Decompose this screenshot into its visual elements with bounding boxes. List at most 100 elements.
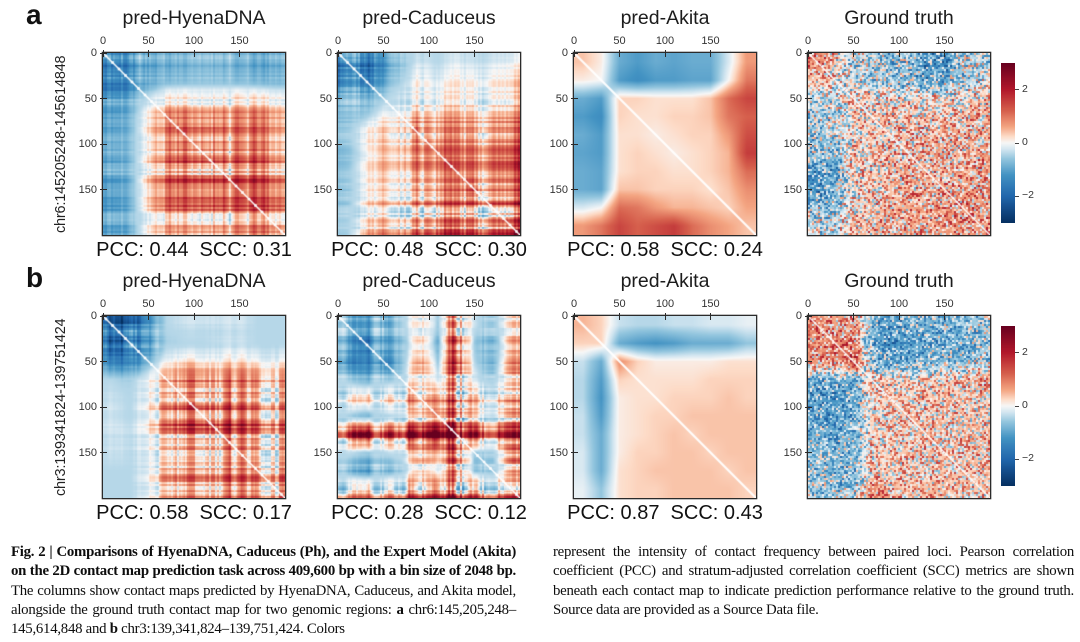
x-tick-label: 150 (935, 35, 954, 47)
heatmap-canvas-a-ground-truth (808, 53, 990, 235)
y-tick-mark (805, 52, 812, 54)
y-tick-label: 0 (561, 47, 568, 59)
colorbar-gradient (1001, 63, 1015, 223)
y-tick-mark (100, 315, 107, 317)
x-tick-label: 0 (334, 35, 342, 47)
y-tick-label: 100 (78, 401, 97, 413)
y-tick-label: 150 (78, 183, 97, 196)
caption-text: chr6:145,205,248–145,614,848 and (11, 601, 516, 638)
x-tick-mark (853, 50, 855, 57)
x-tick-mark (239, 313, 241, 320)
y-tick-label: 50 (319, 92, 332, 105)
colorbar-tick-mark (1015, 142, 1019, 144)
x-tick-mark (428, 50, 430, 57)
panel-a-pred-akita: pred-Akita PCC: 0.58 SCC: 0.24 0 0 50 50 100… (550, 7, 763, 261)
y-tick-label: 150 (783, 446, 802, 459)
panel-metrics: PCC: 0.44 SCC: 0.31 (96, 239, 292, 261)
x-tick-mark (710, 50, 712, 57)
colorbar-tick-label: 2 (1022, 82, 1028, 95)
y-tick-mark (571, 189, 578, 191)
panel-title: Ground truth (844, 7, 954, 29)
panel-title: pred-HyenaDNA (122, 270, 266, 292)
colorbar-tick-mark (1015, 195, 1019, 198)
x-tick-label: 50 (377, 298, 390, 310)
panel-b-ground-truth: Ground truth 0 0 50 50 100 100 150 150 (784, 270, 990, 498)
y-tick-mark (335, 52, 342, 54)
panel-letter-b: b (26, 262, 44, 293)
colorbar-a: 2 0 −2 (1001, 63, 1034, 223)
x-tick-mark (428, 313, 430, 320)
caption-text: chr3:139,341,824–139,751,424. Colors (117, 621, 345, 638)
x-tick-mark (239, 50, 241, 57)
panel-b-pred-akita: pred-Akita PCC: 0.87 SCC: 0.43 0 0 50 50 100… (550, 270, 763, 524)
y-tick-label: 100 (549, 138, 568, 150)
heatmap-canvas-b-ground-truth (808, 316, 990, 498)
colorbar-tick-mark (1015, 352, 1019, 354)
panel-metrics: PCC: 0.58 SCC: 0.17 (96, 502, 292, 524)
x-tick-label: 100 (419, 35, 439, 47)
caption-bold-lead: Fig. 2 | Comparisons of HyenaDNA, Caduce… (11, 544, 516, 580)
colorbar-b: 2 0 −2 (1001, 326, 1034, 486)
y-tick-mark (335, 189, 342, 191)
x-tick-label: 0 (570, 35, 578, 47)
caption-a-bold: a (396, 601, 404, 618)
heatmap-canvas-a-akita (574, 53, 756, 235)
y-tick-mark (100, 98, 107, 100)
colorbar-tick-mark (1015, 89, 1019, 91)
x-tick-label: 0 (570, 298, 578, 310)
y-tick-label: 150 (313, 446, 332, 459)
y-tick-label: 100 (783, 138, 802, 150)
x-tick-label: 100 (655, 298, 675, 310)
x-tick-label: 0 (99, 35, 107, 47)
y-tick-label: 0 (325, 47, 332, 59)
x-tick-label: 0 (804, 35, 812, 47)
x-tick-mark (148, 50, 150, 57)
x-tick-mark (148, 313, 150, 320)
x-tick-label: 150 (230, 35, 249, 47)
region-label-b: chr3:139341824-139751424 (53, 318, 69, 496)
x-tick-label: 50 (847, 298, 860, 310)
x-tick-label: 50 (613, 35, 626, 47)
y-tick-mark (335, 98, 342, 100)
heatmap-canvas-a-hyenadna (103, 53, 285, 235)
y-tick-mark (335, 361, 342, 363)
x-tick-mark (474, 50, 476, 57)
panel-metrics: PCC: 0.48 SCC: 0.30 (331, 239, 527, 261)
x-tick-label: 100 (184, 35, 204, 47)
caption-left-column: Fig. 2 | Comparisons of HyenaDNA, Caduce… (11, 543, 516, 639)
y-tick-mark (100, 452, 107, 454)
x-tick-mark (710, 313, 712, 320)
caption-b-bold: b (109, 621, 118, 638)
y-tick-label: 50 (84, 92, 97, 105)
colorbar-tick-label: 0 (1022, 399, 1028, 411)
x-tick-label: 50 (142, 35, 155, 47)
x-tick-label: 100 (889, 298, 909, 310)
y-tick-mark (100, 143, 107, 145)
y-tick-mark (805, 143, 812, 145)
x-tick-label: 100 (655, 35, 675, 47)
heatmap-canvas-b-akita (574, 316, 756, 498)
x-tick-mark (898, 313, 900, 320)
x-tick-label: 50 (613, 298, 626, 310)
y-tick-label: 50 (555, 92, 568, 105)
x-tick-mark (664, 313, 666, 320)
colorbar-tick-label: −2 (1022, 452, 1034, 465)
x-tick-mark (383, 313, 385, 320)
y-tick-mark (571, 406, 578, 408)
x-tick-mark (944, 313, 946, 320)
x-tick-label: 150 (701, 298, 720, 310)
colorbar-tick-label: 2 (1022, 345, 1028, 358)
x-tick-mark (664, 50, 666, 57)
region-label-a: chr6:145205248-145614848 (53, 55, 69, 233)
heatmap-canvas-b-caduceus (338, 316, 520, 498)
y-tick-label: 0 (795, 47, 802, 59)
y-tick-mark (100, 361, 107, 363)
x-tick-mark (383, 50, 385, 57)
panel-title: Ground truth (844, 270, 954, 292)
colorbar-gradient (1001, 326, 1015, 486)
panel-title: pred-Akita (620, 7, 710, 29)
y-tick-mark (805, 452, 812, 454)
y-tick-label: 50 (84, 355, 97, 368)
y-tick-mark (571, 452, 578, 454)
x-tick-mark (944, 50, 946, 57)
